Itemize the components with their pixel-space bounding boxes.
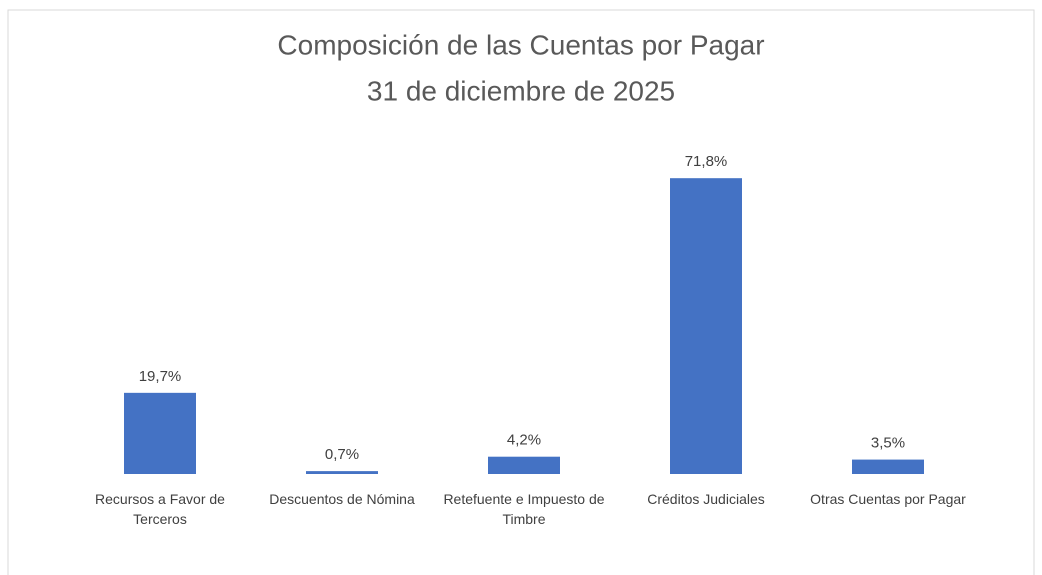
x-tick-label: Retefuente e Impuesto de Timbre <box>443 491 605 527</box>
chart-subtitle: 31 de diciembre de 2025 <box>367 75 675 106</box>
bar <box>306 471 378 474</box>
x-tick-label: Créditos Judiciales <box>647 491 765 507</box>
bar <box>124 392 196 474</box>
bar <box>488 456 560 474</box>
x-tick-label: Descuentos de Nómina <box>269 491 415 507</box>
data-label: 3,5% <box>871 435 905 452</box>
data-label: 19,7% <box>139 368 182 385</box>
bar <box>670 178 742 474</box>
bar <box>852 459 924 474</box>
data-label: 0,7% <box>325 446 359 463</box>
x-tick-label: Recursos a Favor de Terceros <box>95 491 225 527</box>
data-label: 4,2% <box>507 432 541 449</box>
chart-frame <box>7 9 1035 575</box>
chart-title: Composición de las Cuentas por Pagar <box>277 29 764 60</box>
x-tick-label: Otras Cuentas por Pagar <box>810 491 966 507</box>
data-label: 71,8% <box>685 153 728 170</box>
